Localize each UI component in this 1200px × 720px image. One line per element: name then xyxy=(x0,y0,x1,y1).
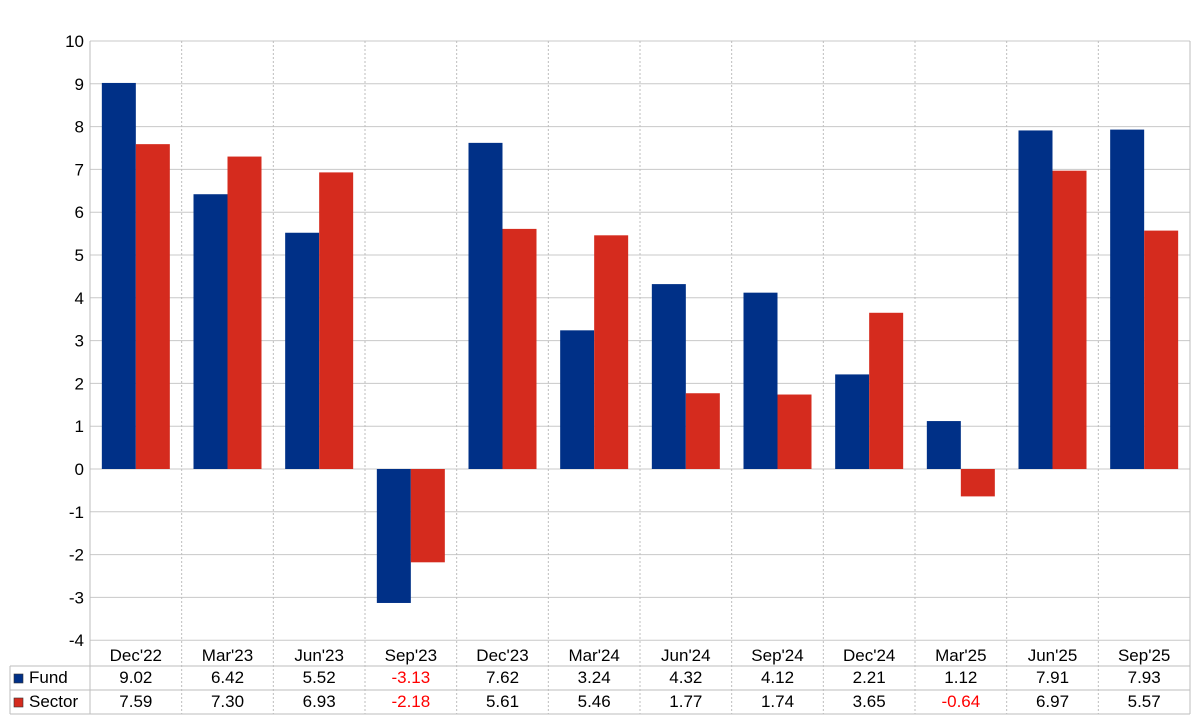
bar-fund xyxy=(743,292,778,469)
y-tick-label: 6 xyxy=(75,203,84,222)
x-tick-label: Mar'25 xyxy=(935,646,986,665)
table-cell: 4.32 xyxy=(669,668,702,687)
y-tick-label: 2 xyxy=(75,374,84,393)
y-tick-label: 5 xyxy=(75,246,84,265)
data-table: Dec'22 Mar'23 Jun'23 Sep'23 Dec'23 Mar'24 Jun'… xyxy=(9,41,1191,715)
table-cell: -0.64 xyxy=(941,692,980,711)
bar-sector xyxy=(960,469,995,497)
y-tick-label: 7 xyxy=(75,160,84,179)
table-cell: 9.02 xyxy=(119,668,152,687)
bar-fund xyxy=(926,421,961,469)
table-cell: 7.91 xyxy=(1036,668,1069,687)
bar-sector xyxy=(319,172,354,469)
y-tick-label: 8 xyxy=(75,118,84,137)
table-cell: 1.77 xyxy=(669,692,702,711)
table-cell: 5.52 xyxy=(303,668,336,687)
table-cell: 5.57 xyxy=(1128,692,1161,711)
legend-label-fund: Fund xyxy=(29,668,68,687)
bar-fund xyxy=(193,194,228,469)
x-tick-label: Jun'25 xyxy=(1028,646,1078,665)
table-cell: 5.61 xyxy=(486,692,519,711)
bar-sector xyxy=(685,393,720,469)
y-tick-label: -2 xyxy=(69,546,84,565)
bar-sector xyxy=(777,394,812,469)
x-tick-label: Jun'23 xyxy=(294,646,344,665)
table-cell: 7.59 xyxy=(119,692,152,711)
table-cell: 1.74 xyxy=(761,692,794,711)
bar-fund xyxy=(651,284,686,469)
bar-fund xyxy=(835,374,870,469)
y-tick-label: 4 xyxy=(75,289,84,308)
bar-fund xyxy=(560,330,595,469)
bar-sector xyxy=(1144,230,1179,469)
x-tick-label: Dec'23 xyxy=(476,646,528,665)
bar-sector xyxy=(502,228,537,469)
y-tick-label: -3 xyxy=(69,588,84,607)
y-tick-label: 3 xyxy=(75,332,84,351)
x-tick-label: Dec'24 xyxy=(843,646,895,665)
bar-sector xyxy=(594,235,629,469)
bar-fund xyxy=(285,232,320,469)
x-tick-label: Jun'24 xyxy=(661,646,711,665)
table-cell: 3.65 xyxy=(853,692,886,711)
x-tick-label: Mar'24 xyxy=(568,646,619,665)
bars xyxy=(101,82,1179,603)
legend-label-sector: Sector xyxy=(29,692,78,711)
bar-sector xyxy=(1052,170,1087,469)
y-tick-label: -4 xyxy=(69,631,84,650)
bar-sector xyxy=(135,144,170,469)
x-tick-label: Mar'23 xyxy=(202,646,253,665)
table-cell: 6.42 xyxy=(211,668,244,687)
legend-swatch-fund xyxy=(13,673,24,684)
table-cell: 3.24 xyxy=(578,668,611,687)
bar-fund xyxy=(468,142,503,469)
bar-fund xyxy=(1110,129,1145,469)
bar-sector xyxy=(869,312,904,469)
table-cell: 1.12 xyxy=(944,668,977,687)
table-cell: -2.18 xyxy=(391,692,430,711)
legend-swatch-sector xyxy=(13,697,24,708)
bar-sector xyxy=(410,469,445,563)
y-tick-label: 10 xyxy=(65,32,84,51)
table-cell: 7.93 xyxy=(1128,668,1161,687)
y-tick-label: 0 xyxy=(75,460,84,479)
y-tick-label: 9 xyxy=(75,75,84,94)
table-cell: 6.97 xyxy=(1036,692,1069,711)
table-cell: -3.13 xyxy=(391,668,430,687)
x-tick-label: Sep'25 xyxy=(1118,646,1170,665)
bar-fund xyxy=(376,469,411,603)
x-tick-label: Sep'24 xyxy=(751,646,803,665)
table-cell: 6.93 xyxy=(303,692,336,711)
table-cell: 7.30 xyxy=(211,692,244,711)
y-tick-label: 1 xyxy=(75,417,84,436)
table-cell: 4.12 xyxy=(761,668,794,687)
bar-sector xyxy=(227,156,262,469)
table-cell: 2.21 xyxy=(853,668,886,687)
y-tick-label: -1 xyxy=(69,503,84,522)
table-cell: 5.46 xyxy=(578,692,611,711)
table-cell: 7.62 xyxy=(486,668,519,687)
bar-fund xyxy=(1018,130,1053,469)
x-tick-label: Dec'22 xyxy=(110,646,162,665)
bar-fund xyxy=(101,82,136,469)
gridlines xyxy=(89,40,1191,714)
x-tick-label: Sep'23 xyxy=(385,646,437,665)
